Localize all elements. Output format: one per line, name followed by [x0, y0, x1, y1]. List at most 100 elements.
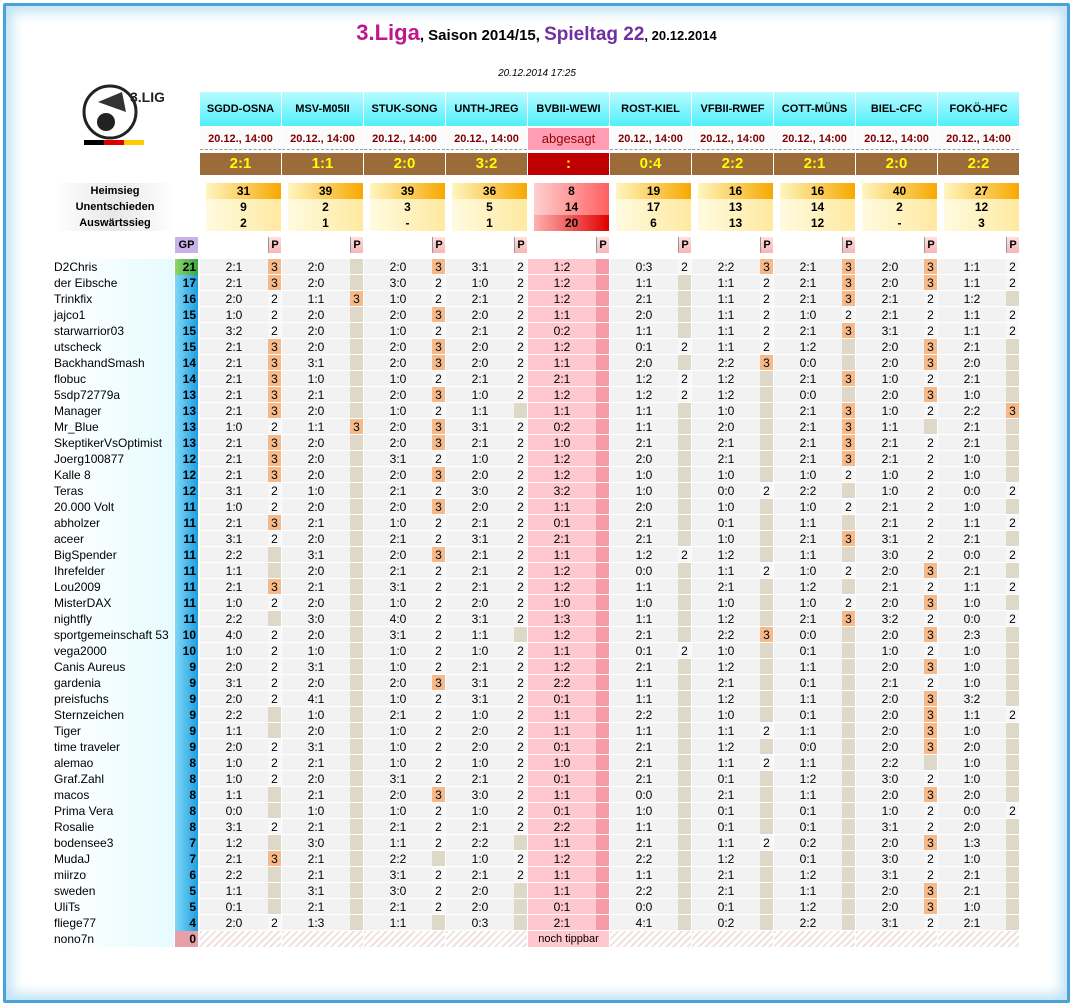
points: 2 — [268, 659, 281, 675]
gp: 13 — [175, 387, 198, 403]
points — [1006, 291, 1019, 307]
tip: 1:1 — [610, 323, 678, 339]
result: 3:2 — [446, 153, 527, 175]
points: 3 — [760, 259, 773, 275]
gp: 11 — [175, 499, 198, 515]
points — [596, 515, 609, 531]
points — [842, 579, 855, 595]
tip: 0:1 — [774, 819, 842, 835]
tip: 2:1 — [774, 531, 842, 547]
matchday: Spieltag 22 — [544, 24, 645, 45]
points-header: P — [596, 237, 609, 253]
points — [1006, 435, 1019, 451]
tip: 2:0 — [938, 787, 1006, 803]
tip: 3:1 — [282, 739, 350, 755]
tip: 1:0 — [774, 307, 842, 323]
points — [350, 707, 363, 723]
points-header: P — [1006, 237, 1019, 253]
tip: 1:1 — [446, 627, 514, 643]
points: 3 — [842, 531, 855, 547]
tip: 2:1 — [610, 531, 678, 547]
points — [350, 867, 363, 883]
tip: 0:0 — [692, 483, 760, 499]
points: 2 — [514, 723, 527, 739]
tip: 2:2 — [200, 707, 268, 723]
points — [842, 739, 855, 755]
points — [678, 835, 691, 851]
points: 3 — [432, 307, 445, 323]
tip: 2:3 — [938, 627, 1006, 643]
stat: 19 — [616, 183, 691, 199]
points — [678, 451, 691, 467]
points: 2 — [514, 499, 527, 515]
points — [678, 739, 691, 755]
tip: 2:1 — [446, 563, 514, 579]
tip: 1:0 — [856, 643, 924, 659]
stat: 1 — [288, 215, 363, 231]
gp: 10 — [175, 627, 198, 643]
tip: 1:1 — [610, 419, 678, 435]
tip: 2:1 — [692, 435, 760, 451]
points: 3 — [268, 467, 281, 483]
stat: 40 — [862, 183, 937, 199]
gp: 16 — [175, 291, 198, 307]
points — [760, 515, 773, 531]
gp: 8 — [175, 803, 198, 819]
tip: 0:1 — [528, 771, 596, 787]
player-name: MisterDAX — [52, 595, 174, 611]
points: 3 — [924, 355, 937, 371]
points — [1006, 451, 1019, 467]
points — [596, 675, 609, 691]
points — [350, 515, 363, 531]
points: 2 — [924, 771, 937, 787]
team: VFBII-RWEF — [692, 92, 773, 126]
points: 2 — [924, 435, 937, 451]
tip: 1:0 — [364, 515, 432, 531]
tip: 2:1 — [774, 451, 842, 467]
points — [596, 611, 609, 627]
tip: 2:0 — [938, 819, 1006, 835]
points — [1006, 563, 1019, 579]
points: 3 — [268, 435, 281, 451]
tip: 1:3 — [282, 915, 350, 931]
tip: 1:1 — [774, 883, 842, 899]
points: 2 — [432, 691, 445, 707]
tip: 2:1 — [200, 851, 268, 867]
tip: 1:2 — [692, 851, 760, 867]
tip: 2:0 — [446, 723, 514, 739]
points — [596, 259, 609, 275]
points — [596, 883, 609, 899]
points — [760, 579, 773, 595]
points: 2 — [924, 323, 937, 339]
tip: 2:1 — [774, 275, 842, 291]
tip: 0:1 — [528, 899, 596, 915]
tip: 0:0 — [610, 899, 678, 915]
tip: 3:0 — [364, 275, 432, 291]
tip: 3:1 — [364, 451, 432, 467]
tip: 2:0 — [364, 307, 432, 323]
tip: 1:0 — [446, 755, 514, 771]
points — [596, 691, 609, 707]
tip: 2:1 — [610, 435, 678, 451]
player-name: Mr_Blue — [52, 419, 174, 435]
tip: 0:2 — [774, 835, 842, 851]
tip: 2:1 — [446, 771, 514, 787]
tip: 2:1 — [200, 515, 268, 531]
gp: 11 — [175, 547, 198, 563]
tip: 1:0 — [774, 563, 842, 579]
tip: 1:2 — [692, 739, 760, 755]
tip: 2:1 — [774, 403, 842, 419]
tip: 2:1 — [364, 563, 432, 579]
points — [596, 867, 609, 883]
team: ROST-KIEL — [610, 92, 691, 126]
points — [760, 899, 773, 915]
player-name: starwarrior03 — [52, 323, 174, 339]
tip: 3:1 — [446, 611, 514, 627]
points — [1006, 723, 1019, 739]
points — [842, 787, 855, 803]
tip: 1:0 — [692, 499, 760, 515]
tip: 1:1 — [446, 403, 514, 419]
points: 2 — [432, 819, 445, 835]
tip-empty — [938, 931, 1019, 947]
points: 2 — [432, 451, 445, 467]
